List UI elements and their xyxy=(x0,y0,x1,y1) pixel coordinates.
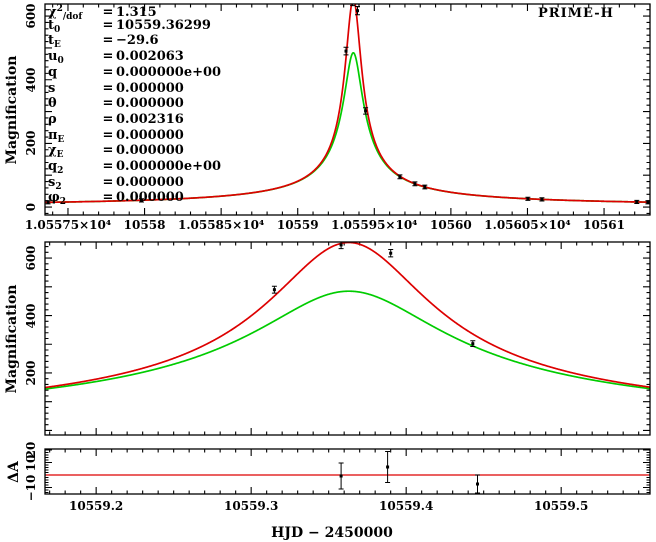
top-x-tick-label: 1.05605×10⁴ xyxy=(484,218,571,232)
fit-parameter-value: 10559.36299 xyxy=(116,17,211,33)
top-data-point xyxy=(397,174,403,180)
top-data-point xyxy=(525,196,531,201)
bot-axis-ticks xyxy=(45,449,650,494)
top-axis-ticks xyxy=(45,4,651,215)
top-finite-source-curve xyxy=(45,4,650,204)
top-data-point xyxy=(634,199,640,204)
fit-parameter-value: 1.315 xyxy=(116,5,157,20)
mid-data-point xyxy=(388,249,394,258)
fit-parameter-row: s2 = 0.000000 xyxy=(48,174,184,192)
top-x-tick-label: 1.05595×10⁴ xyxy=(331,218,418,232)
top-data-point xyxy=(139,198,144,203)
top-frame xyxy=(44,3,651,216)
model-name-label: PRIME-H xyxy=(538,6,614,21)
fit-parameter-row: ρ = 0.002316 xyxy=(48,111,184,127)
top-x-tick-label: 10559 xyxy=(276,218,319,232)
fit-parameter-value: 0.002316 xyxy=(116,111,184,127)
top-y-tick-label: 400 xyxy=(24,67,38,93)
top-y-tick-label: 600 xyxy=(24,3,38,29)
bot-data-point xyxy=(475,474,480,494)
fit-parameter-row: tE = −29.6 xyxy=(48,33,159,51)
mid-panel xyxy=(44,241,651,436)
fit-parameter-value: 0.002063 xyxy=(116,49,184,65)
fit-parameter-row: t0 = 10559.36299 xyxy=(48,17,211,35)
fit-parameter-value: 0.000000 xyxy=(116,80,184,96)
fit-parameter-row: u0 = 0.002063 xyxy=(48,49,184,67)
fit-parameter-row: q = 0.000000e+00 xyxy=(48,64,222,80)
fit-parameter-value: 0.000000e+00 xyxy=(116,159,222,174)
top-x-tick-label: 10558 xyxy=(123,218,166,232)
fit-parameter-value: 0.000000 xyxy=(116,174,184,190)
top-x-tick-label: 1.05575×10⁴ xyxy=(24,218,112,232)
fit-parameter-value: 0.000000 xyxy=(116,190,184,206)
bot-panel xyxy=(44,448,651,495)
top-data-point xyxy=(343,46,349,56)
fit-parameter-value: 0.000000 xyxy=(116,143,184,159)
bot-y-tick-label: −10 xyxy=(24,474,38,501)
fit-parameter-value: −29.6 xyxy=(116,33,159,49)
top-data-point xyxy=(355,6,360,16)
fit-parameter-row: χE = 0.000000 xyxy=(48,143,184,161)
fit-parameter-row: s = 0.000000 xyxy=(48,80,184,96)
y-axis-title-top: Magnification xyxy=(4,55,20,165)
fit-parameter-row: φ2 = 0.000000 xyxy=(48,190,184,208)
fit-parameter-row: θ = 0.000000 xyxy=(48,96,184,112)
fit-parameter-value: 0.000000 xyxy=(116,127,184,143)
mid-finite-source-curve xyxy=(45,242,650,389)
bot-data-point xyxy=(385,451,391,483)
fit-parameter-value: 0.000000e+00 xyxy=(116,64,222,80)
top-data-point xyxy=(412,181,418,187)
top-y-tick-label: 200 xyxy=(24,130,38,156)
bot-x-tick-label: 10559.4 xyxy=(379,499,434,513)
top-data-point xyxy=(45,200,51,205)
top-x-tick-label: 10561 xyxy=(583,218,625,232)
bot-x-tick-label: 10559.2 xyxy=(69,499,124,513)
mid-frame xyxy=(44,241,651,436)
mid-data-point xyxy=(470,340,476,347)
fit-parameter-value: 0.000000 xyxy=(116,96,184,112)
mid-y-tick-label: 600 xyxy=(24,245,38,271)
top-x-tick-label: 1.05585×10⁴ xyxy=(177,218,265,232)
top-data-point xyxy=(363,107,369,115)
bot-x-tick-label: 10559.3 xyxy=(224,499,279,513)
bot-x-tick-label: 10559.5 xyxy=(534,499,589,513)
y-axis-title-residuals: ΔA xyxy=(6,461,22,483)
bot-data-point xyxy=(338,462,344,490)
mid-point-source-curve xyxy=(45,290,650,390)
fit-parameter-row: χ2/dof = 1.315 xyxy=(48,4,157,22)
top-panel xyxy=(44,3,651,216)
fit-parameter-row: q2 = 0.000000e+00 xyxy=(48,159,222,176)
fit-parameter-row: πE = 0.000000 xyxy=(48,127,184,145)
mid-data-point xyxy=(271,285,277,294)
top-x-tick-label: 10560 xyxy=(430,218,472,232)
bot-frame xyxy=(44,448,651,495)
top-data-point xyxy=(422,184,428,190)
top-data-point xyxy=(539,197,545,202)
mid-axis-ticks xyxy=(45,242,650,435)
x-axis-title: HJD − 2450000 xyxy=(271,525,393,541)
